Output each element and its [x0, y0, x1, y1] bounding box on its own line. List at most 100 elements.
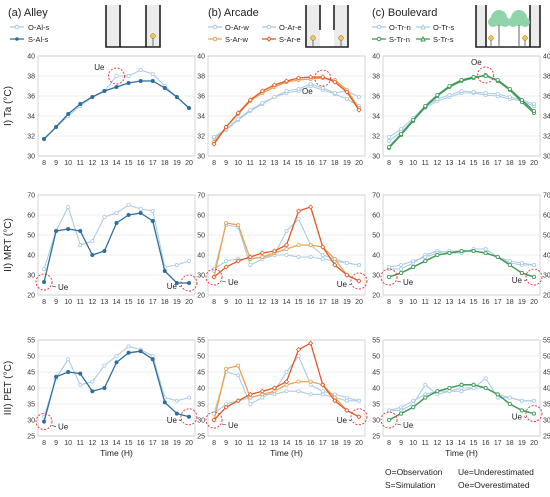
annotation-label: Oe: [471, 58, 482, 67]
x-tick-label: 8: [42, 160, 46, 167]
y-tick-label: 70: [372, 193, 380, 200]
series-line: [213, 76, 360, 145]
x-tick-label: 12: [258, 440, 266, 447]
data-point: [308, 379, 313, 384]
data-point: [296, 87, 301, 92]
data-point: [332, 256, 337, 261]
annotation-label: Ue: [403, 421, 414, 430]
data-point: [283, 379, 290, 385]
svg-text:O-Tr-s: O-Tr-s: [433, 23, 455, 32]
x-tick-label: 16: [307, 299, 315, 306]
y-tick-label: 70: [197, 193, 205, 200]
annotation-label: Ue: [94, 63, 105, 72]
data-point: [78, 371, 83, 376]
y-tick-label-right: 55: [543, 338, 550, 345]
series-S-Al-s: [42, 349, 191, 424]
highlight-circle: [380, 411, 398, 429]
legend-entry: S-Ar-e: [262, 35, 301, 44]
svg-text:Oe=Overestimated: Oe=Overestimated: [458, 480, 530, 490]
x-tick-label: 16: [137, 440, 145, 447]
y-tick-label: 20: [27, 293, 35, 300]
data-point: [114, 74, 119, 79]
x-tick-label: 18: [506, 299, 514, 306]
data-point: [162, 86, 167, 91]
data-point: [248, 401, 253, 406]
y-tick-label: 20: [197, 293, 205, 300]
annotation-leader: [396, 280, 402, 283]
data-point: [174, 398, 179, 403]
x-tick-label: 8: [42, 299, 46, 306]
column-title-alley: (a) Alley: [8, 7, 48, 19]
data-point: [507, 87, 512, 92]
data-point: [150, 353, 155, 358]
x-tick-label: 17: [494, 440, 502, 447]
data-point: [54, 125, 59, 130]
series-S-Tr-s: [387, 382, 536, 422]
x-tick-label: 13: [271, 160, 279, 167]
data-point: [102, 89, 107, 94]
data-point: [236, 222, 241, 227]
data-point: [507, 258, 512, 263]
legend-boulevard: O-Tr-n O-Tr-s S-Tr-n S-Tr-s: [372, 23, 455, 44]
chart-panel-I-b: 30 32 34 36 38 40 8 9 10 11 12 13 14 15 16 17 18 19 20 Oe: [197, 54, 366, 167]
data-point: [150, 357, 155, 362]
data-point: [411, 405, 416, 410]
highlight-circle: [205, 268, 223, 286]
data-point: [284, 89, 289, 94]
x-tick-label: 10: [234, 299, 242, 306]
data-point: [296, 353, 301, 358]
x-tick-label: 19: [173, 160, 181, 167]
x-tick-label: 12: [433, 160, 441, 167]
data-point: [471, 90, 476, 95]
x-tick-label: 10: [234, 440, 242, 447]
data-point: [114, 360, 119, 365]
y-tick-label: 55: [27, 338, 35, 345]
data-point: [356, 107, 362, 113]
x-tick-label: 20: [185, 440, 193, 447]
data-point: [399, 405, 404, 410]
data-point: [495, 92, 500, 97]
data-point: [296, 208, 302, 214]
y-tick-label: 30: [372, 154, 380, 161]
annotation-label: Ue: [337, 280, 348, 289]
x-tick-label: 13: [271, 440, 279, 447]
series-S-Ar-e: [211, 74, 362, 147]
data-point: [320, 252, 325, 257]
x-tick-label: 18: [331, 160, 339, 167]
x-tick-label: 18: [331, 299, 339, 306]
annotation-label: Ue: [403, 278, 414, 287]
y-tick-label: 60: [27, 213, 35, 220]
y-tick-label: 40: [197, 253, 205, 260]
chart-panel-II-a: 20 30 40 50 60 70 8 9 10 11 12 13 14 15 16 17 18 19 20 II) …: [3, 193, 198, 306]
y-tick-label: 60: [197, 213, 205, 220]
x-tick-label: 10: [64, 440, 72, 447]
y-tick-label: 38: [372, 74, 380, 81]
y-tick-label-right: 40: [543, 253, 550, 260]
chart-panel-II-c: 20 20 30 30 40 40 50 50 60 60 70 70 8 9 10 11 12 13 14 15 16…: [372, 193, 550, 307]
data-point: [235, 398, 241, 404]
data-point: [284, 389, 289, 394]
data-point: [320, 86, 325, 91]
data-point: [399, 411, 404, 416]
plot-frame: [382, 194, 541, 296]
x-tick-label: 15: [125, 160, 133, 167]
data-point: [284, 246, 289, 251]
data-point: [507, 401, 512, 406]
x-tick-label: 16: [482, 440, 490, 447]
x-tick-label: 12: [88, 440, 96, 447]
row-label: II) MRT (°C): [3, 218, 14, 272]
data-point: [283, 242, 290, 248]
data-point: [126, 344, 131, 349]
chart-panel-I-c: 30 30 32 32 34 34 36 36 38 38 40 40 8 9 10 11 12 13 14 15 16…: [372, 54, 550, 168]
svg-text:O-Ar-e: O-Ar-e: [279, 23, 302, 32]
series-S-Ar-e: [211, 340, 362, 423]
data-point: [531, 398, 536, 403]
plot-frame: [207, 55, 366, 157]
data-point: [296, 75, 302, 81]
data-point: [296, 242, 301, 247]
chart-panel-I-a: 30 32 34 36 38 40 8 9 10 11 12 13 14 15 16 17 18 19 20 I) T…: [3, 54, 196, 167]
data-point: [54, 374, 59, 379]
x-tick-label: 12: [258, 160, 266, 167]
data-point: [519, 408, 524, 413]
data-point: [423, 392, 428, 397]
